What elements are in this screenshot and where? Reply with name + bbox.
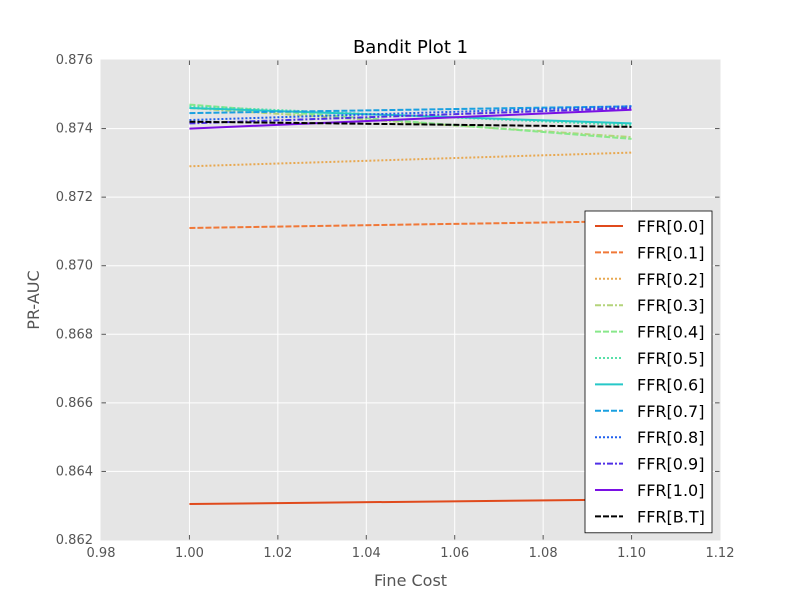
x-tick-label: 1.06 xyxy=(440,546,469,561)
y-tick-label: 0.874 xyxy=(56,122,93,137)
legend-label: FFR[0.8] xyxy=(637,428,704,447)
series-lines xyxy=(189,103,632,505)
x-tick-label: 1.08 xyxy=(529,546,558,561)
legend-label: FFR[B.T] xyxy=(637,507,705,526)
series-line-FFR[1.0] xyxy=(189,108,632,130)
legend-label: FFR[0.2] xyxy=(637,270,704,289)
legend-label: FFR[0.3] xyxy=(637,296,704,315)
y-tick-label: 0.876 xyxy=(56,53,93,68)
x-axis-label: Fine Cost xyxy=(374,571,447,590)
legend-label: FFR[0.7] xyxy=(637,402,704,421)
y-tick-label: 0.870 xyxy=(56,259,93,274)
legend-box xyxy=(584,210,713,534)
y-axis-label: PR-AUC xyxy=(24,270,43,329)
legend-label: FFR[0.6] xyxy=(637,375,704,394)
series-line-FFR[0.7] xyxy=(189,105,632,115)
y-tick-label: 0.864 xyxy=(56,464,93,479)
x-tick-label: 1.04 xyxy=(352,546,381,561)
series-line-FFR[0.0] xyxy=(189,498,632,505)
x-tick-label: 1.12 xyxy=(706,546,735,561)
legend-label: FFR[0.9] xyxy=(637,455,704,474)
y-tick-label: 0.868 xyxy=(56,327,93,342)
series-line-FFR[0.8] xyxy=(189,105,632,121)
legend-label: FFR[0.4] xyxy=(637,323,704,342)
x-tick-label: 1.10 xyxy=(617,546,646,561)
legend-label: FFR[1.0] xyxy=(637,481,704,500)
legend-label: FFR[0.5] xyxy=(637,349,704,368)
y-tick-label: 0.866 xyxy=(56,396,93,411)
x-tick-label: 1.02 xyxy=(263,546,292,561)
legend-label: FFR[0.0] xyxy=(637,217,704,236)
series-line-FFR[B.T] xyxy=(189,120,632,128)
series-line-FFR[0.9] xyxy=(189,107,632,125)
axis-ticks: 0.98 1.00 1.02 1.04 1.06 1.08 1.10 1.12 0.862 0.8… xyxy=(56,53,735,561)
series-line-FFR[0.1] xyxy=(189,220,632,229)
series-line-FFR[0.2] xyxy=(189,151,632,168)
x-tick-label: 1.00 xyxy=(175,546,204,561)
chart-title: Bandit Plot 1 xyxy=(353,37,468,58)
legend-label: FFR[0.1] xyxy=(637,243,704,262)
y-tick-label: 0.862 xyxy=(56,533,93,548)
plot-frame xyxy=(100,59,721,541)
x-tick-label: 0.98 xyxy=(87,546,116,561)
legend: FFR[0.0] FFR[0.1] FFR[0.2] FFR[0.3] FFR[0.4]… xyxy=(584,210,713,534)
y-tick-label: 0.872 xyxy=(56,190,93,205)
